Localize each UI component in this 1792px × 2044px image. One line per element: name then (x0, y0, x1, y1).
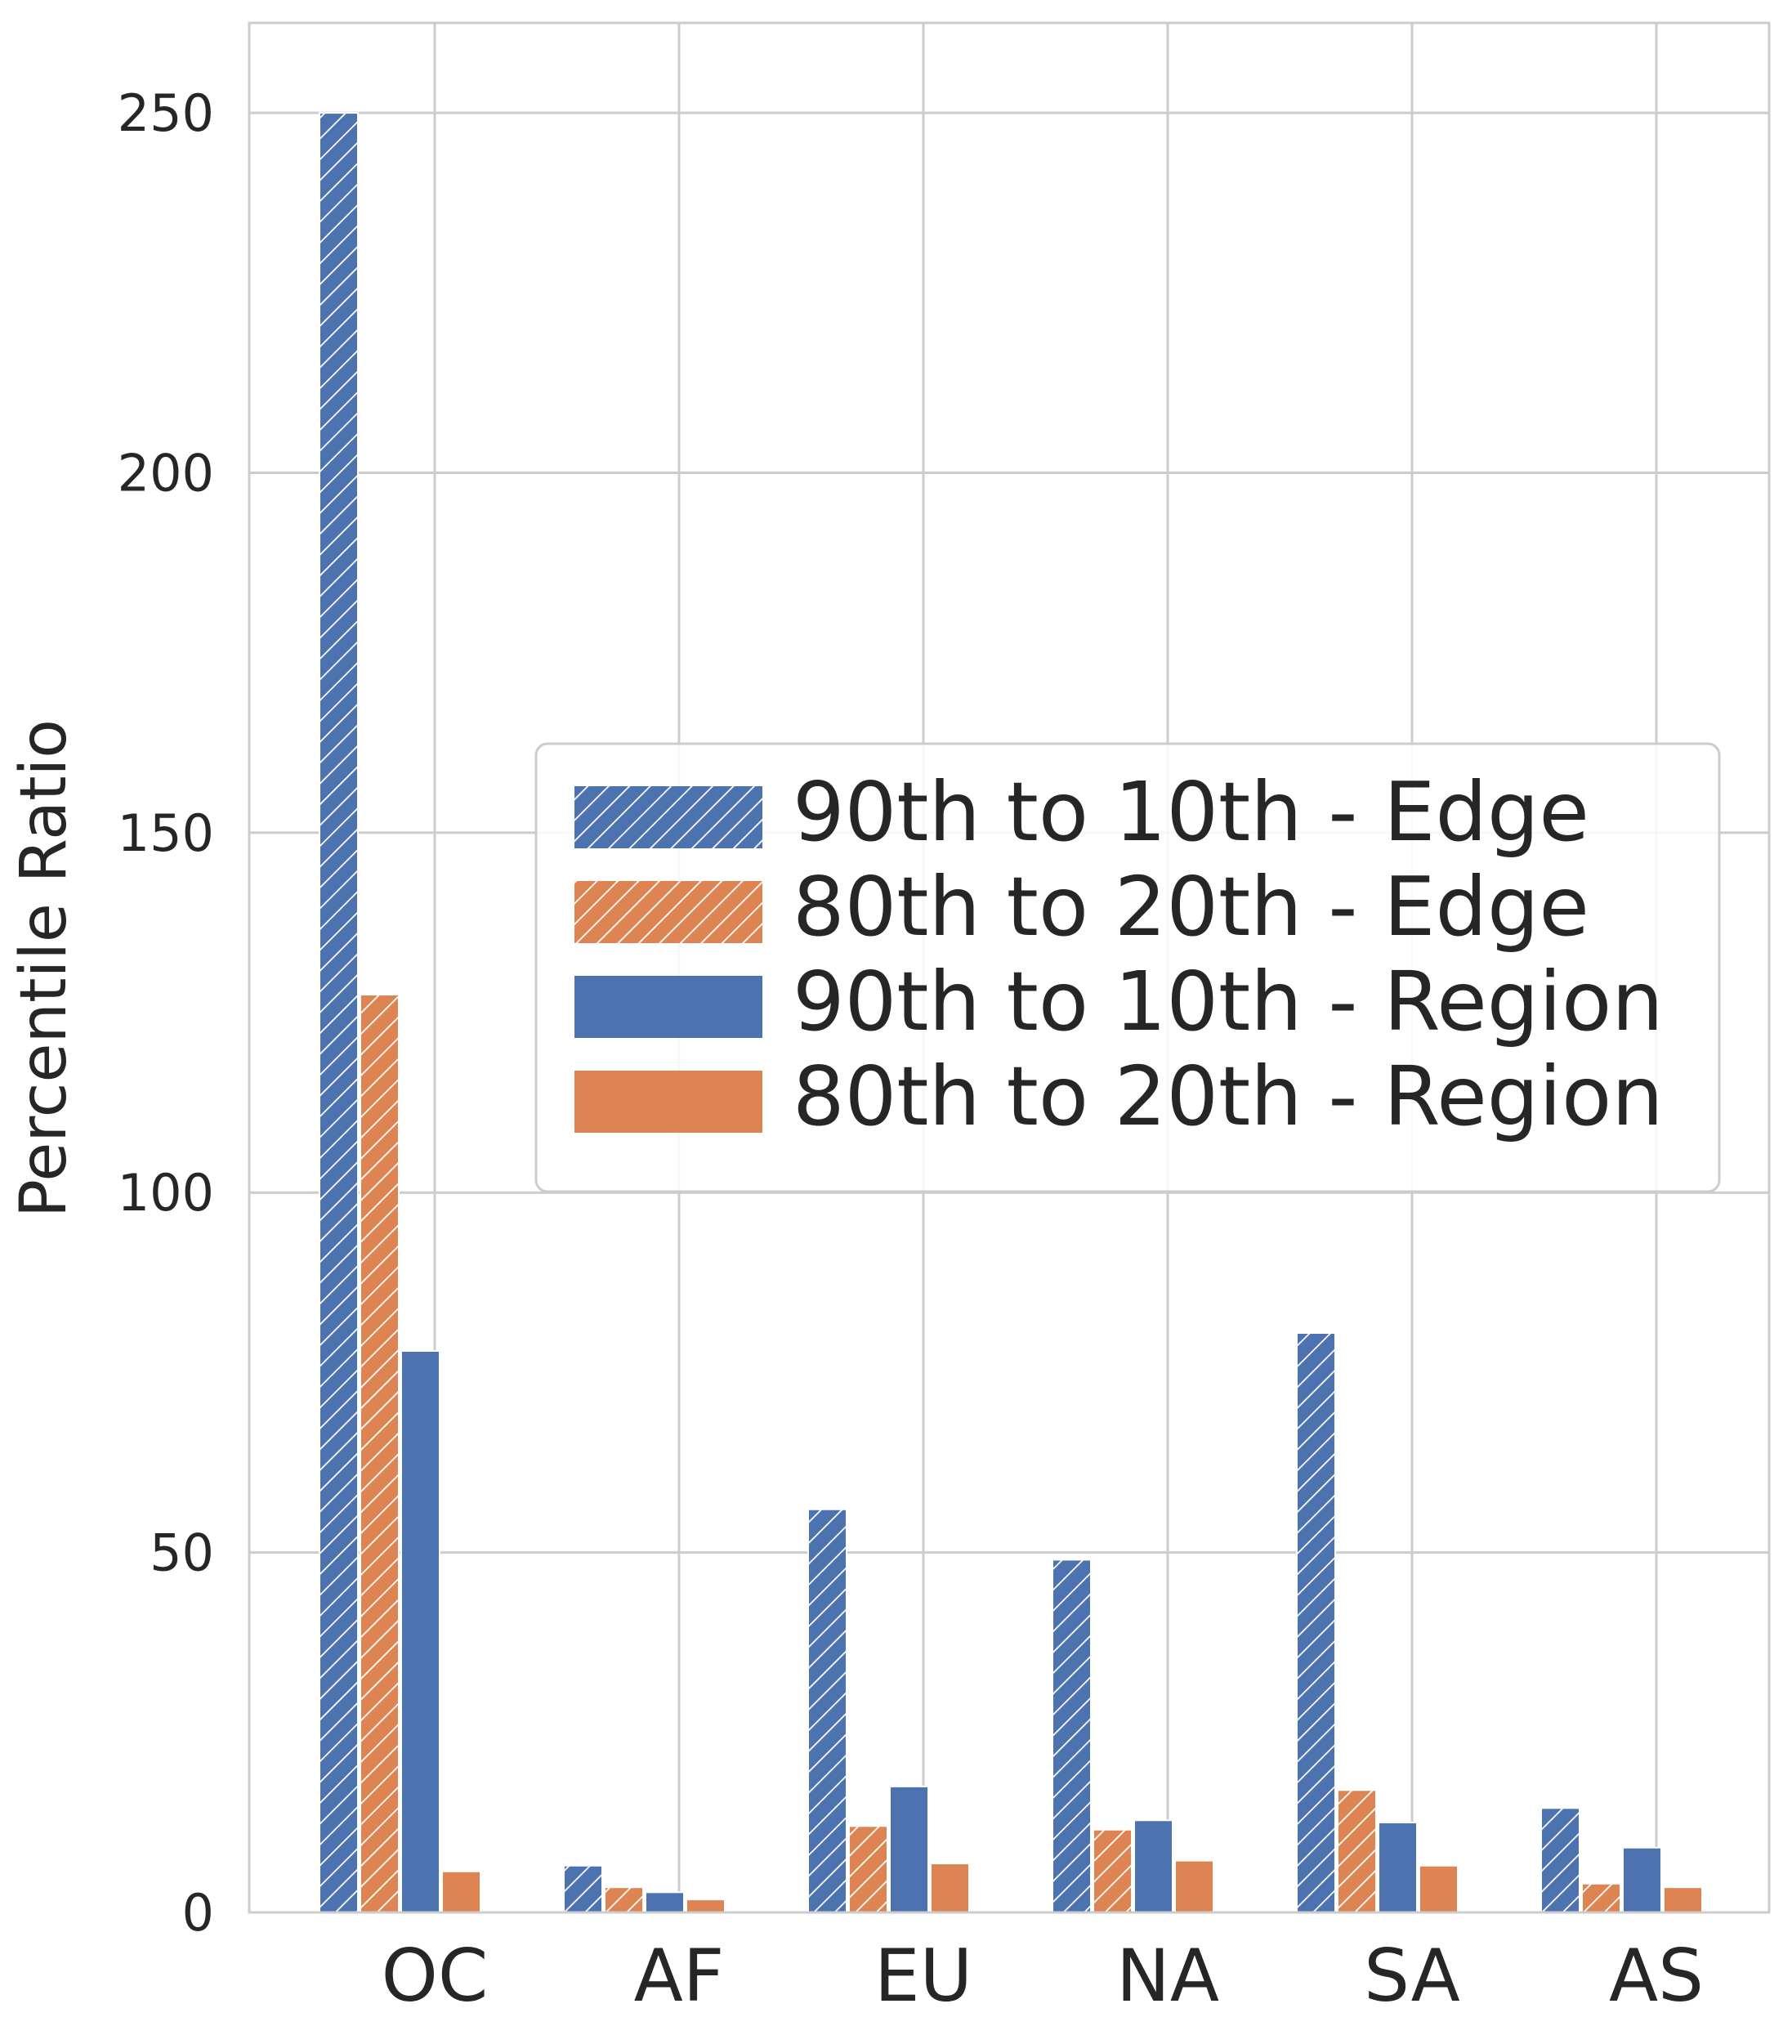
y-tick-label: 250 (118, 83, 214, 143)
bar-sa-series-3 (1419, 1864, 1459, 1914)
bar-as-series-3 (1663, 1886, 1703, 1914)
y-tick-label: 50 (150, 1523, 214, 1583)
legend-label-3: 80th to 20th - Region (793, 1049, 1664, 1144)
bar-hatch-sa-series-1 (1338, 1790, 1376, 1912)
bar-na-series-2 (1133, 1819, 1173, 1913)
legend-swatch-3 (574, 1071, 762, 1133)
legend-label-2: 90th to 10th - Region (793, 954, 1664, 1049)
x-tick-label-af: AF (634, 1934, 725, 2018)
bar-hatch-na-series-1 (1093, 1829, 1132, 1912)
bar-af-series-3 (686, 1899, 726, 1913)
bar-hatch-as-series-1 (1582, 1883, 1620, 1912)
x-tick-label-as: AS (1609, 1934, 1704, 2018)
bar-eu-series-2 (889, 1785, 929, 1914)
x-tick-label-na: NA (1116, 1934, 1219, 2018)
legend-label-1: 80th to 20th - Edge (793, 859, 1589, 955)
bar-oc-series-3 (441, 1870, 481, 1914)
bar-hatch-eu-series-1 (849, 1826, 887, 1912)
y-tick-label: 100 (118, 1163, 214, 1223)
legend-box (534, 742, 1721, 1193)
x-tick-label-oc: OC (382, 1934, 489, 2018)
bar-hatch-as-series-0 (1541, 1808, 1580, 1912)
bar-hatch-oc-series-1 (360, 995, 399, 1912)
y-tick-label: 0 (182, 1883, 214, 1943)
bar-oc-series-2 (400, 1350, 440, 1913)
legend-swatch-2 (574, 976, 762, 1038)
bar-hatch-sa-series-0 (1297, 1332, 1335, 1912)
x-tick-labels: OC AF EU NA SA AS (382, 1934, 1704, 2018)
legend-label-0: 90th to 10th - Edge (793, 764, 1589, 860)
x-tick-label-sa: SA (1364, 1934, 1460, 2018)
y-axis-label: Percentile Ratio (7, 719, 81, 1218)
bar-hatch-af-series-0 (564, 1865, 602, 1912)
bar-na-series-3 (1174, 1859, 1214, 1914)
y-tick-label: 200 (118, 443, 214, 503)
bar-as-series-2 (1622, 1846, 1662, 1914)
y-tick-label: 150 (118, 803, 214, 863)
bar-hatch-eu-series-0 (808, 1509, 847, 1912)
x-tick-label-eu: EU (874, 1934, 972, 2018)
plot-frame (248, 21, 1771, 1914)
bar-eu-series-3 (930, 1863, 970, 1913)
bar-hatch-af-series-1 (605, 1887, 643, 1912)
bar-sa-series-2 (1378, 1821, 1418, 1914)
bar-hatch-oc-series-0 (320, 113, 358, 1913)
legend-swatch-hatch-1 (574, 881, 762, 943)
y-tick-labels: 0 50 100 150 200 250 (118, 83, 214, 1943)
bar-af-series-2 (645, 1891, 685, 1913)
bars (319, 112, 1703, 1914)
legend-swatch-hatch-0 (574, 786, 762, 848)
bar-hatch-na-series-0 (1052, 1559, 1091, 1912)
